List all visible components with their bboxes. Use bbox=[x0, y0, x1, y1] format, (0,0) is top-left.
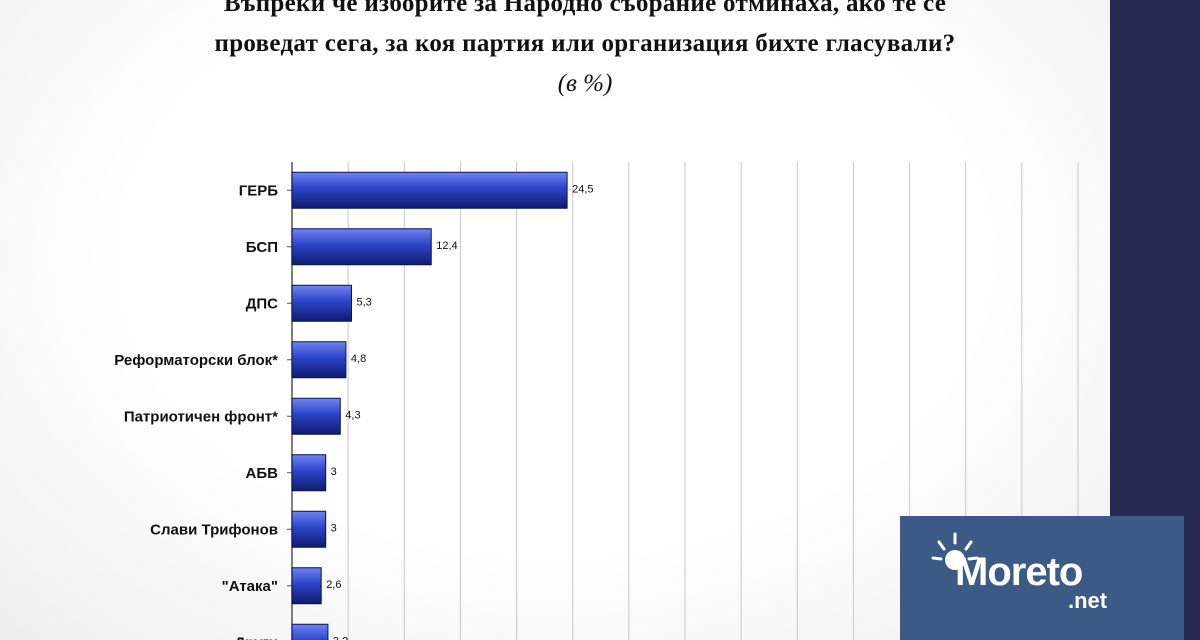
category-label: ДПС bbox=[246, 295, 278, 312]
bar bbox=[291, 228, 432, 266]
labels: ГЕРБ 24,5 БСП 12,4 ДПС 5,3 Реформаторски блок*… bbox=[114, 182, 593, 640]
chart-title-line2: проведат сега, за коя партия или организ… bbox=[214, 30, 956, 57]
data-label: 3 bbox=[331, 466, 337, 478]
bar bbox=[291, 623, 329, 640]
bar bbox=[291, 510, 327, 548]
data-label: 3,2 bbox=[333, 635, 348, 640]
bars bbox=[291, 171, 568, 640]
category-label: БСП bbox=[246, 239, 278, 256]
bar bbox=[291, 567, 322, 605]
data-label: 4,3 bbox=[345, 409, 360, 421]
logo-suffix: .net bbox=[1068, 588, 1108, 613]
category-label: ГЕРБ bbox=[239, 182, 279, 199]
data-label: 24,5 bbox=[572, 183, 593, 195]
data-label: 3 bbox=[331, 522, 337, 534]
bar bbox=[291, 341, 347, 379]
bar bbox=[291, 284, 353, 322]
bar-chart: ГЕРБ 24,5 БСП 12,4 ДПС 5,3 Реформаторски блок*… bbox=[114, 162, 1079, 640]
logo-text: Moreto bbox=[955, 550, 1083, 594]
category-label: Слави Трифонов bbox=[150, 521, 278, 538]
moreto-logo[interactable]: Moreto .net bbox=[900, 516, 1184, 640]
chart-subtitle: (в %) bbox=[557, 70, 613, 97]
data-label: 5,3 bbox=[357, 296, 372, 308]
bar bbox=[291, 171, 568, 209]
bar bbox=[291, 454, 327, 492]
chart-title-line1: Въпреки че изборите за Народно събрание … bbox=[223, 0, 947, 17]
category-label: Други bbox=[235, 634, 278, 640]
category-label: "Атака" bbox=[222, 578, 278, 595]
sun-icon bbox=[931, 532, 979, 570]
category-label: Патриотичен фронт* bbox=[124, 408, 278, 425]
category-label: Реформаторски блок* bbox=[114, 352, 278, 369]
data-label: 4,8 bbox=[351, 353, 366, 365]
data-label: 12,4 bbox=[436, 240, 457, 252]
category-label: АБВ bbox=[246, 465, 279, 482]
bar bbox=[291, 397, 341, 435]
data-label: 2,6 bbox=[326, 579, 341, 591]
